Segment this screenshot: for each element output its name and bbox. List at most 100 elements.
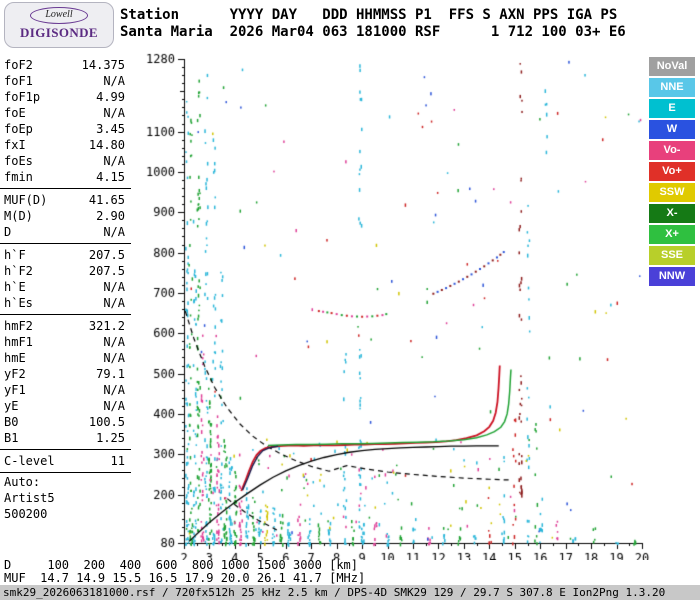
param-label: C-level — [4, 454, 55, 468]
parameter-panel: foF2 14.375 foF1 N/A foF1p 4.99 foE N/A foEp 3.45… — [0, 56, 131, 523]
param-label: hmE — [4, 351, 26, 365]
param-fof1: foF1 N/A — [0, 73, 131, 89]
header-columns-row: Station YYYY DAY DDD HHMMSS P1 FFS S AXN… — [120, 7, 618, 23]
param-label: Auto: — [4, 475, 41, 489]
param-label: 500200 — [4, 507, 48, 521]
param-label: h`F2 — [4, 264, 33, 278]
param-value: 79.1 — [96, 367, 125, 381]
param-label: h`F — [4, 248, 26, 262]
param-value: 2.90 — [96, 209, 125, 223]
param-value: N/A — [103, 154, 125, 168]
param-ye: yE N/A — [0, 398, 131, 414]
param-value: N/A — [103, 280, 125, 294]
param-value: 1.25 — [96, 431, 125, 445]
logo-lowell-text: Lowell — [30, 7, 88, 24]
param-label: fmin — [4, 170, 33, 184]
param-label: B1 — [4, 431, 19, 445]
param-foe: foE N/A — [0, 105, 131, 121]
param-value: N/A — [103, 383, 125, 397]
distance-row: D 100 200 400 600 800 1000 1500 3000 [km… — [4, 558, 359, 572]
parameter-group: h`F 207.5 h`F2 207.5 h`E N/A h`Es N/A — [0, 243, 131, 312]
param-value: 4.15 — [96, 170, 125, 184]
param-500200: 500200 — [0, 506, 131, 522]
header-values-row: Santa Maria 2026 Mar04 063 181000 RSF 1 … — [120, 24, 626, 40]
param-hes: h`Es N/A — [0, 295, 131, 311]
legend-item-nnw: NNW — [649, 267, 695, 286]
param-label: h`E — [4, 280, 26, 294]
param-clevel: C-level 11 — [0, 453, 131, 469]
param-value: N/A — [103, 296, 125, 310]
param-fof1p: foF1p 4.99 — [0, 89, 131, 105]
legend-item-w: W — [649, 120, 695, 139]
param-b0: B0 100.5 — [0, 414, 131, 430]
param-foes: foEs N/A — [0, 153, 131, 169]
param-value: 41.65 — [88, 193, 125, 207]
param-value: N/A — [103, 106, 125, 120]
param-value: 207.5 — [88, 264, 125, 278]
legend-item-x: X- — [649, 204, 695, 223]
param-label: hmF1 — [4, 335, 33, 349]
parameter-group: Auto: Artist5 500200 — [0, 473, 131, 523]
param-hmf1: hmF1 N/A — [0, 334, 131, 350]
param-value: 14.375 — [81, 58, 125, 72]
param-label: foEs — [4, 154, 33, 168]
muf-row: MUF 14.7 14.9 15.5 16.5 17.9 20.0 26.1 4… — [4, 571, 366, 585]
param-hmf2: hmF2 321.2 — [0, 318, 131, 334]
parameter-group: C-level 11 — [0, 449, 131, 473]
param-md: M(D) 2.90 — [0, 208, 131, 224]
param-value: 321.2 — [88, 319, 125, 333]
param-value: 4.99 — [96, 90, 125, 104]
status-text: smk29_2026063181000.rsf / 720fx512h 25 k… — [3, 586, 666, 599]
param-b1: B1 1.25 — [0, 430, 131, 446]
param-label: foEp — [4, 122, 33, 136]
param-value: 11 — [110, 454, 125, 468]
parameter-group: foF2 14.375 foF1 N/A foF1p 4.99 foE N/A foEp 3.45… — [0, 56, 131, 186]
param-value: N/A — [103, 74, 125, 88]
param-label: B0 — [4, 415, 19, 429]
param-label: foF1 — [4, 74, 33, 88]
param-label: M(D) — [4, 209, 33, 223]
status-bar: smk29_2026063181000.rsf / 720fx512h 25 k… — [0, 585, 700, 600]
param-hf: h`F 207.5 — [0, 247, 131, 263]
logo-digisonde-text: DIGISONDE — [19, 25, 98, 40]
param-label: foF2 — [4, 58, 33, 72]
param-label: MUF(D) — [4, 193, 48, 207]
legend-item-vo: Vo- — [649, 141, 695, 160]
param-value: N/A — [103, 335, 125, 349]
param-label: yF1 — [4, 383, 26, 397]
parameter-group: MUF(D) 41.65 M(D) 2.90 D N/A — [0, 188, 131, 241]
lowell-digisonde-logo: Lowell DIGISONDE — [4, 2, 114, 48]
param-label: Artist5 — [4, 491, 55, 505]
legend-item-x: X+ — [649, 225, 695, 244]
param-d: D N/A — [0, 224, 131, 240]
echo-color-legend: NoVal NNE E W Vo- Vo+ SSW X- X+ SSE NNW — [649, 57, 695, 288]
parameter-group: hmF2 321.2 hmF1 N/A hmE N/A yF2 79.1 yF1 N/A yE N/A… — [0, 314, 131, 447]
param-artist5: Artist5 — [0, 490, 131, 506]
param-value: N/A — [103, 351, 125, 365]
param-value: 14.80 — [88, 138, 125, 152]
param-yf1: yF1 N/A — [0, 382, 131, 398]
param-value: N/A — [103, 225, 125, 239]
param-label: fxI — [4, 138, 26, 152]
legend-item-noval: NoVal — [649, 57, 695, 76]
legend-item-nne: NNE — [649, 78, 695, 97]
ionogram-plot — [140, 51, 700, 560]
param-value: 3.45 — [96, 122, 125, 136]
param-value: 207.5 — [88, 248, 125, 262]
param-foep: foEp 3.45 — [0, 121, 131, 137]
param-hf2: h`F2 207.5 — [0, 263, 131, 279]
param-label: foE — [4, 106, 26, 120]
param-fof2: foF2 14.375 — [0, 57, 131, 73]
param-fxi: fxI 14.80 — [0, 137, 131, 153]
param-yf2: yF2 79.1 — [0, 366, 131, 382]
param-he: h`E N/A — [0, 279, 131, 295]
param-label: foF1p — [4, 90, 41, 104]
param-hme: hmE N/A — [0, 350, 131, 366]
param-value: N/A — [103, 399, 125, 413]
param-auto: Auto: — [0, 474, 131, 490]
legend-item-ssw: SSW — [649, 183, 695, 202]
param-label: yF2 — [4, 367, 26, 381]
legend-item-sse: SSE — [649, 246, 695, 265]
param-label: hmF2 — [4, 319, 33, 333]
